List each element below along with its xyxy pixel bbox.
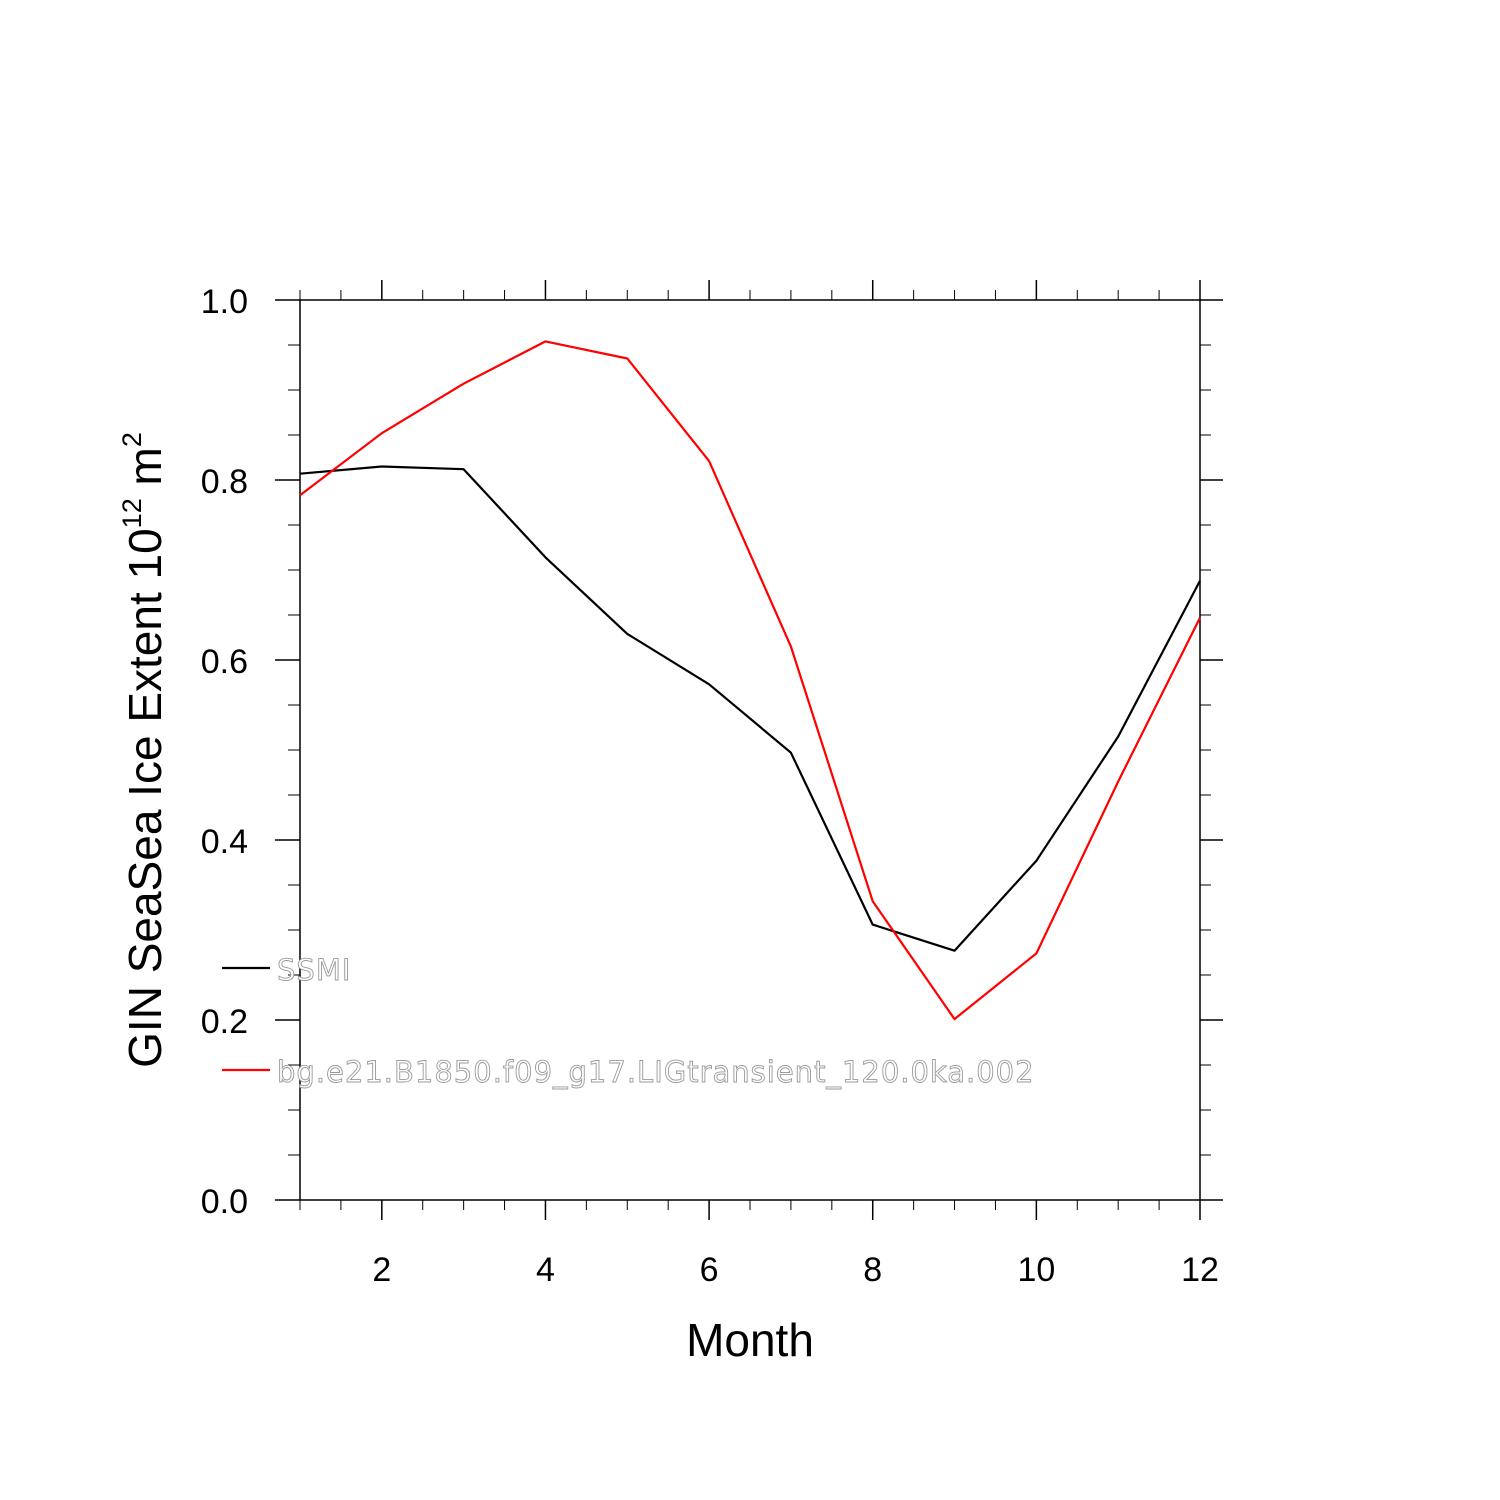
y-axis-title-exponent: 12 bbox=[117, 498, 147, 528]
x-tick-label: 4 bbox=[536, 1251, 555, 1289]
legend: SSMI bg.e21.B1850.f09_g17.LIGtransient_12… bbox=[222, 953, 1035, 1089]
x-tick-label: 2 bbox=[372, 1251, 391, 1289]
y-tick-label: 0.0 bbox=[201, 1183, 248, 1221]
y-axis-title-main: GIN SeaSea Ice Extent 10 bbox=[119, 528, 171, 1068]
series-line-1 bbox=[299, 465, 1201, 952]
x-tick-label: 6 bbox=[700, 1251, 719, 1289]
plot-frame bbox=[299, 299, 1201, 1201]
y-tick-label: 0.8 bbox=[201, 463, 248, 501]
tick-labels: 2 4 6 8 10 12 0.0 0.2 0.4 0.6 0.8 1.0 bbox=[201, 283, 1219, 1289]
y-tick-label: 1.0 bbox=[201, 283, 248, 321]
ticks-layer bbox=[275, 280, 1223, 1220]
series-line-2 bbox=[299, 340, 1201, 1021]
x-tick-label: 8 bbox=[863, 1251, 882, 1289]
y-axis-title-unit: m bbox=[119, 447, 171, 498]
legend-label-1: SSMI bbox=[277, 953, 351, 987]
y-tick-label: 0.4 bbox=[201, 823, 248, 861]
y-axis-title: GIN SeaSea Ice Extent 1012 m2 bbox=[117, 432, 171, 1068]
y-tick-label: 0.6 bbox=[201, 643, 248, 681]
x-tick-label: 10 bbox=[1017, 1251, 1055, 1289]
y-axis-title-unit-exponent: 2 bbox=[117, 432, 147, 447]
legend-label-2: bg.e21.B1850.f09_g17.LIGtransient_120.0k… bbox=[277, 1055, 1035, 1089]
series-layer bbox=[299, 340, 1201, 1021]
x-axis-title: Month bbox=[686, 1314, 814, 1366]
y-tick-label: 0.2 bbox=[201, 1003, 248, 1041]
x-tick-label: 12 bbox=[1181, 1251, 1219, 1289]
